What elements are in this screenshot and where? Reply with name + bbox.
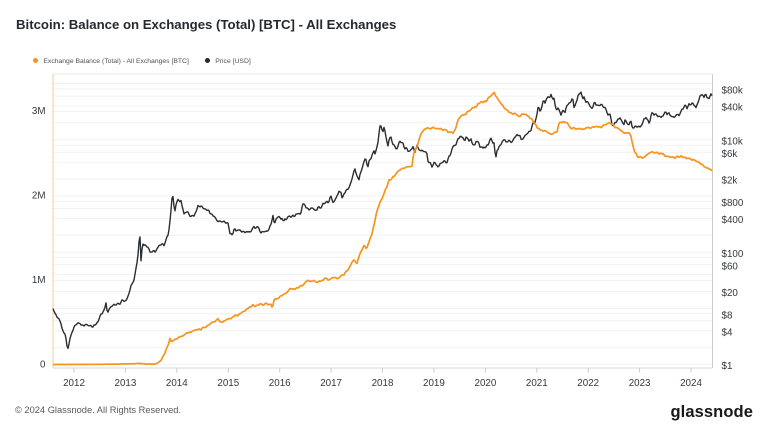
svg-text:$20: $20 [722,288,739,299]
svg-text:$800: $800 [722,198,744,209]
svg-text:2015: 2015 [217,378,239,389]
svg-text:$1: $1 [722,361,733,372]
svg-text:2024: 2024 [680,378,702,389]
svg-text:2013: 2013 [115,378,137,389]
svg-text:$60: $60 [722,261,739,272]
svg-text:2022: 2022 [577,378,599,389]
svg-text:2014: 2014 [166,378,188,389]
svg-text:3M: 3M [32,106,46,117]
svg-text:2023: 2023 [629,378,651,389]
svg-text:2012: 2012 [63,378,85,389]
svg-text:$4: $4 [722,327,733,338]
svg-text:1M: 1M [32,275,46,286]
svg-text:2018: 2018 [372,378,394,389]
svg-text:$2k: $2k [722,176,738,187]
svg-text:$40k: $40k [722,103,743,114]
svg-text:$100: $100 [722,249,744,260]
svg-text:$10k: $10k [722,136,743,147]
svg-text:2020: 2020 [475,378,497,389]
svg-text:$80k: $80k [722,86,743,97]
svg-text:2021: 2021 [526,378,548,389]
svg-text:0: 0 [40,359,46,370]
svg-text:$400: $400 [722,215,744,226]
svg-text:2M: 2M [32,191,46,202]
svg-text:2019: 2019 [423,378,445,389]
svg-text:$6k: $6k [722,149,738,160]
svg-text:2017: 2017 [320,378,342,389]
svg-text:$8: $8 [722,310,733,321]
svg-text:2016: 2016 [269,378,291,389]
